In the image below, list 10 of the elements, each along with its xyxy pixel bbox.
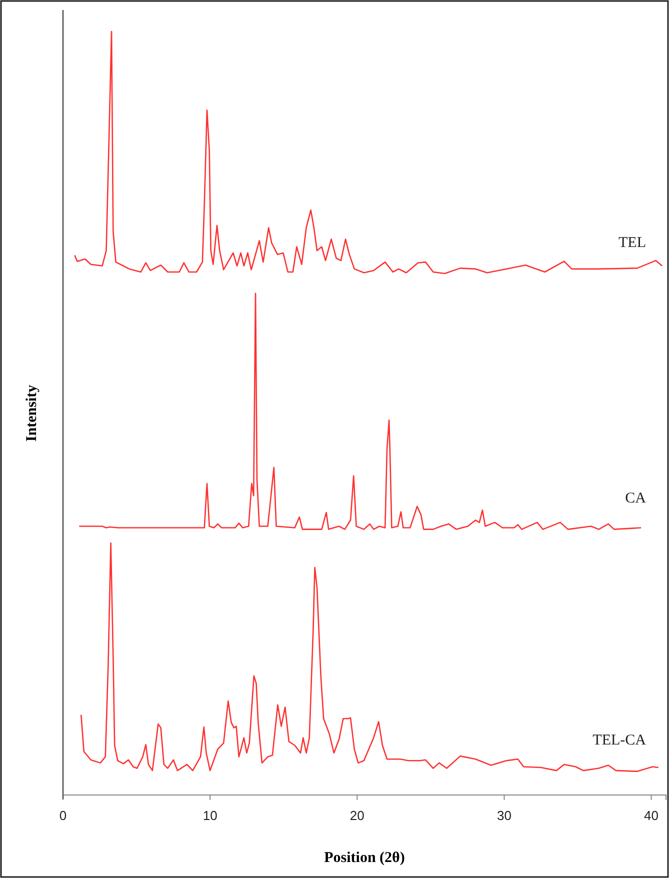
x-tick-label: 40 [644, 808, 659, 823]
y-axis-title: Intensity [24, 384, 40, 442]
x-tick-label: 0 [59, 808, 67, 823]
series-label: TEL-CA [592, 732, 646, 749]
x-tick-label: 10 [202, 808, 218, 823]
x-tick-label: 20 [350, 808, 364, 823]
series-label: CA [625, 490, 646, 507]
x-axis-title: Position (2θ) [324, 850, 405, 866]
x-tick-label: 30 [496, 808, 512, 823]
series-label: TEL [618, 234, 646, 251]
